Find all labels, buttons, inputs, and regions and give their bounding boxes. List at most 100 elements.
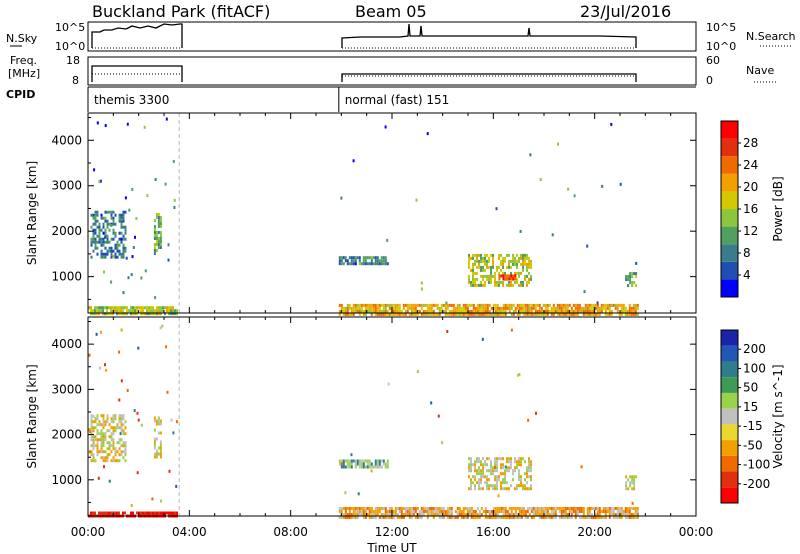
range-cell xyxy=(155,449,158,453)
range-cell xyxy=(110,237,113,241)
range-cell xyxy=(564,510,567,513)
range-cell xyxy=(464,516,467,519)
range-cell xyxy=(340,262,343,266)
range-cell xyxy=(338,309,341,313)
range-cell xyxy=(596,513,599,516)
range-cell xyxy=(582,507,585,510)
range-cell xyxy=(376,312,379,316)
range-cell xyxy=(612,303,615,307)
freq-tick-bottom: 8 xyxy=(72,74,79,87)
range-cell xyxy=(366,256,369,260)
range-cell xyxy=(96,312,98,316)
range-cell xyxy=(504,469,506,473)
range-cell xyxy=(384,259,387,263)
noise-point xyxy=(370,469,373,473)
range-cell xyxy=(632,303,635,307)
range-cell xyxy=(102,438,105,442)
range-cell xyxy=(116,459,119,463)
range-cell xyxy=(502,274,505,278)
range-cell xyxy=(122,429,125,433)
range-cell xyxy=(576,312,579,316)
range-cell xyxy=(92,438,95,442)
range-cell xyxy=(114,450,117,454)
range-cell xyxy=(172,312,174,316)
range-cell xyxy=(626,513,629,516)
range-cell xyxy=(94,435,97,439)
noise-point xyxy=(135,217,138,220)
y-tick-label: 4000 xyxy=(51,133,82,147)
range-cell xyxy=(110,417,113,421)
range-cell xyxy=(596,309,599,313)
range-cell xyxy=(522,262,524,266)
range-cell xyxy=(344,259,347,263)
range-cell xyxy=(157,225,160,228)
range-cell xyxy=(442,303,445,307)
range-cell xyxy=(144,306,146,310)
range-cell xyxy=(540,513,543,516)
range-cell xyxy=(454,510,457,513)
range-cell xyxy=(388,510,391,513)
range-cell xyxy=(530,312,533,316)
range-cell xyxy=(124,306,126,310)
range-cell xyxy=(616,513,619,516)
range-cell xyxy=(564,306,567,310)
range-cell xyxy=(155,237,158,240)
range-cell xyxy=(368,459,371,463)
range-cell xyxy=(424,507,427,510)
range-cell xyxy=(458,513,461,516)
range-cell xyxy=(616,309,619,313)
range-cell xyxy=(500,306,503,310)
range-cell xyxy=(338,262,341,266)
range-cell xyxy=(566,303,569,307)
data-region xyxy=(153,416,162,459)
colorbar-swatch xyxy=(721,121,738,139)
range-cell xyxy=(478,460,480,464)
range-cell xyxy=(636,306,639,310)
range-cell xyxy=(100,435,103,439)
range-cell xyxy=(90,435,93,439)
range-cell xyxy=(633,487,636,491)
range-cell xyxy=(90,459,93,463)
range-cell xyxy=(570,312,573,316)
range-cell xyxy=(512,516,515,519)
range-cell xyxy=(118,243,121,247)
range-cell xyxy=(450,303,453,307)
range-cell xyxy=(516,463,518,467)
range-cell xyxy=(414,312,417,316)
range-cell xyxy=(482,303,485,307)
range-cell xyxy=(440,507,443,510)
range-cell xyxy=(94,306,96,310)
range-cell xyxy=(392,309,395,313)
range-cell xyxy=(124,444,127,448)
range-cell xyxy=(430,507,433,510)
range-cell xyxy=(524,510,527,513)
range-cell xyxy=(358,312,361,316)
range-cell xyxy=(548,516,551,519)
range-cell xyxy=(138,306,140,310)
range-cell xyxy=(120,438,123,442)
range-cell xyxy=(104,240,107,244)
range-cell xyxy=(506,253,508,257)
range-cell xyxy=(524,259,526,263)
range-cell xyxy=(608,312,611,316)
range-cell xyxy=(634,309,637,313)
range-cell xyxy=(520,478,522,482)
range-cell xyxy=(474,463,476,467)
range-cell xyxy=(476,472,478,476)
range-cell xyxy=(94,243,97,247)
range-cell xyxy=(108,306,110,310)
noise-point xyxy=(99,179,102,183)
range-cell xyxy=(508,303,511,307)
range-cell xyxy=(534,306,537,310)
range-cell xyxy=(396,306,399,310)
range-cell xyxy=(96,213,99,217)
noise-point xyxy=(120,379,123,383)
range-cell xyxy=(486,510,489,513)
range-cell xyxy=(100,252,103,256)
range-cell xyxy=(430,510,433,513)
range-cell xyxy=(610,309,613,313)
range-cell xyxy=(476,469,478,473)
range-cell xyxy=(574,303,577,307)
range-cell xyxy=(480,472,482,476)
